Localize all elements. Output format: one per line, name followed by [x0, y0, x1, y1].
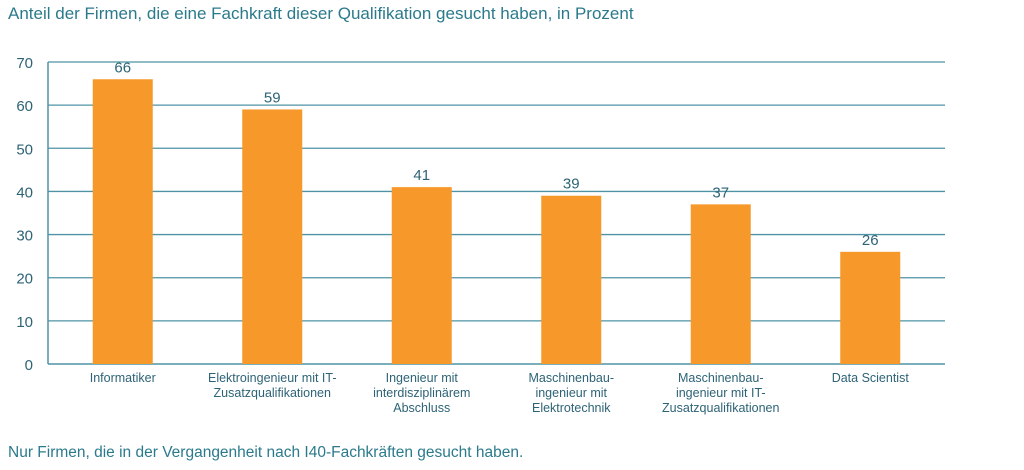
y-tick-label: 60	[16, 98, 33, 115]
x-tick-label: Maschinenbau-ingenieur mit Elektrotechnik	[529, 371, 614, 415]
data-label: 66	[114, 59, 131, 76]
x-tick-label: Ingenieur mit interdisziplinärem Abschluss	[373, 371, 470, 415]
y-tick-label: 10	[16, 314, 33, 331]
y-tick-label: 40	[16, 184, 33, 201]
y-tick-label: 20	[16, 271, 33, 288]
x-tick-label: Maschinenbau-ingenieur mit IT-Zusatzqual…	[662, 371, 779, 415]
data-label: 26	[862, 232, 879, 249]
bar	[92, 79, 153, 364]
chart-title: Anteil der Firmen, die eine Fachkraft di…	[8, 4, 634, 23]
data-label: 41	[413, 167, 430, 184]
x-tick-label: Elektroingenieur mit IT-Zusatzqualifikat…	[208, 371, 337, 400]
bar	[541, 195, 602, 364]
bar	[690, 204, 751, 364]
bar	[242, 109, 303, 364]
y-tick-label: 70	[16, 55, 33, 72]
data-label: 39	[563, 176, 580, 193]
bar	[840, 251, 901, 364]
y-tick-label: 30	[16, 228, 33, 245]
chart-footnote: Nur Firmen, die in der Vergangenheit nac…	[8, 444, 524, 461]
x-tick-label: Data Scientist	[832, 371, 910, 385]
bar	[391, 187, 452, 364]
x-tick-label: Informatiker	[90, 371, 156, 385]
data-label: 37	[712, 184, 729, 201]
y-tick-label: 0	[25, 357, 33, 374]
data-label: 59	[264, 89, 281, 106]
y-tick-label: 50	[16, 141, 33, 158]
